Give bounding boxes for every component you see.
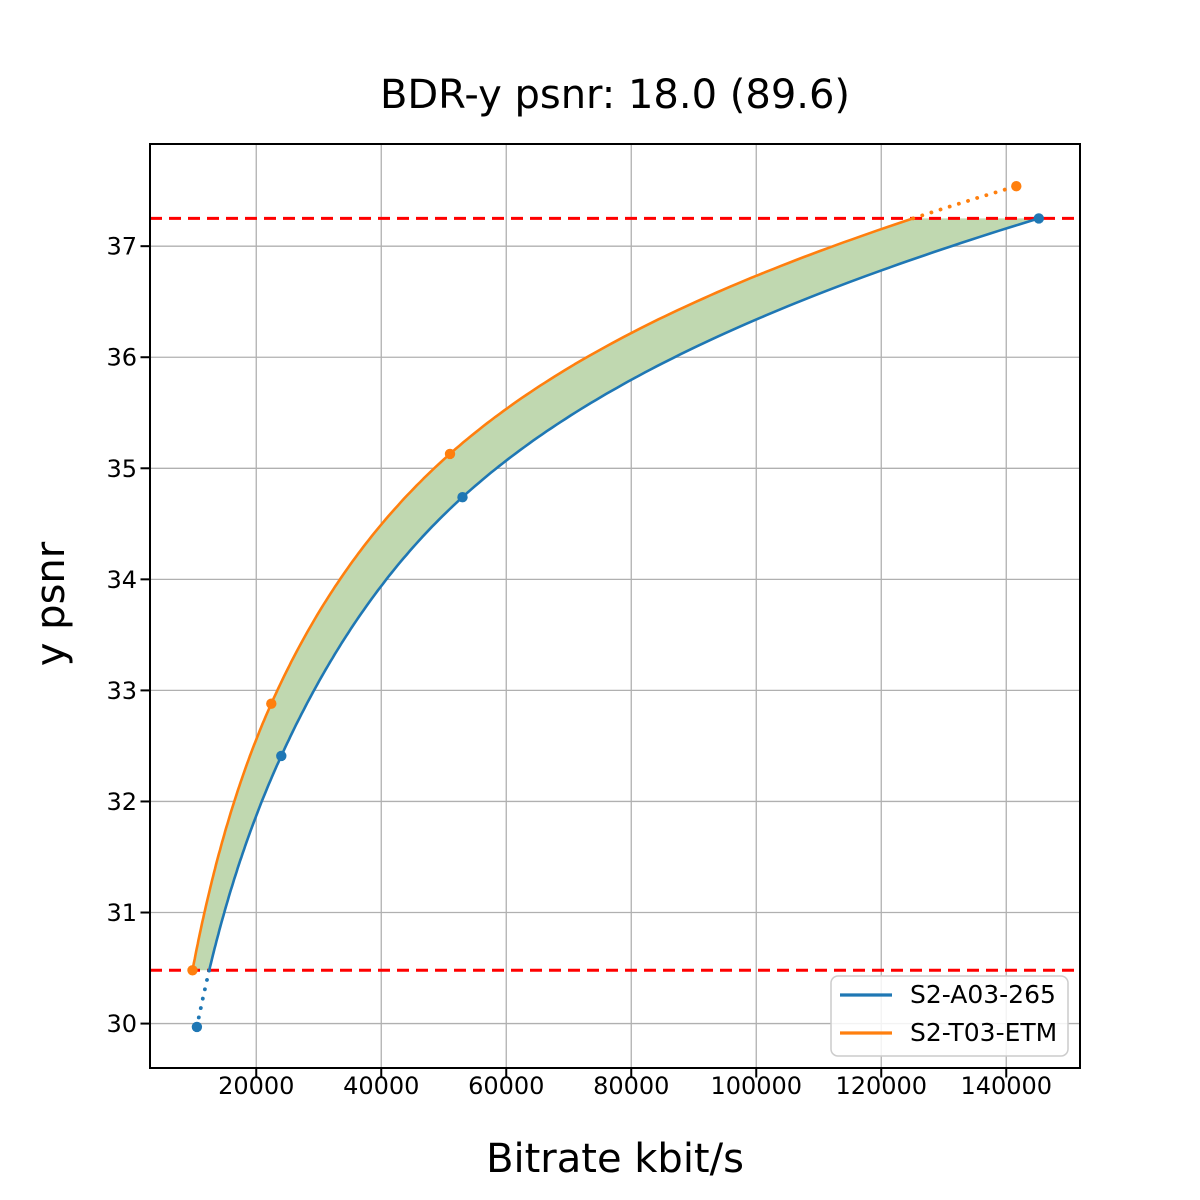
- series-0-curve-dotted-low: [195, 968, 212, 1029]
- x-tick-label: 20000: [218, 1072, 294, 1100]
- rd-curves: [191, 184, 1040, 1029]
- overlap-boundary-lines: [150, 216, 1080, 972]
- series-1-data-point: [187, 965, 198, 976]
- x-axis-label: Bitrate kbit/s: [486, 1136, 744, 1182]
- x-tick-label: 120000: [835, 1072, 927, 1100]
- x-tick-label: 60000: [468, 1072, 544, 1100]
- x-tick-label: 80000: [593, 1072, 669, 1100]
- bd-shaded-area: [192, 218, 1039, 971]
- y-tick-label: 32: [106, 788, 137, 816]
- plot-frame: [149, 143, 1081, 1069]
- y-axis-label: y psnr: [28, 541, 74, 666]
- gridlines: [150, 144, 1080, 1068]
- y-tick-label: 35: [106, 455, 137, 483]
- series-0-data-point: [457, 492, 468, 503]
- legend: S2-A03-265 S2-T03-ETM: [830, 975, 1069, 1057]
- y-tick-label: 30: [106, 1010, 137, 1038]
- y-tick-label: 31: [106, 899, 137, 927]
- y-tick-label: 36: [106, 344, 137, 372]
- x-tick-label: 140000: [960, 1072, 1052, 1100]
- y-tick-label: 37: [106, 233, 137, 261]
- y-tick-label: 34: [106, 566, 137, 594]
- series-1-data-point: [1011, 181, 1022, 192]
- series-1-curve-dotted-high: [911, 184, 1019, 221]
- series-0-data-point: [276, 750, 287, 762]
- series-1-data-point: [266, 698, 277, 709]
- x-tick-label: 40000: [343, 1072, 419, 1100]
- series-0-data-point: [191, 1021, 203, 1033]
- axis-ticks: 20000 40000 60000 80000 100000 120000 140000 30…: [106, 233, 1052, 1100]
- series-1-data-point: [444, 448, 456, 460]
- legend-label-series-0: S2-A03-265: [910, 980, 1056, 1009]
- data-point-markers: [187, 181, 1045, 1033]
- series-0-data-point: [1033, 213, 1045, 224]
- series-1-curve-solid: [191, 217, 914, 971]
- legend-label-series-1: S2-T03-ETM: [910, 1018, 1057, 1047]
- chart-title: BDR-y psnr: 18.0 (89.6): [380, 72, 850, 118]
- x-tick-label: 100000: [710, 1072, 802, 1100]
- bd-overlap-shaded-region: [192, 218, 1039, 971]
- series-0-curve-solid: [207, 217, 1040, 971]
- y-tick-label: 33: [106, 677, 137, 705]
